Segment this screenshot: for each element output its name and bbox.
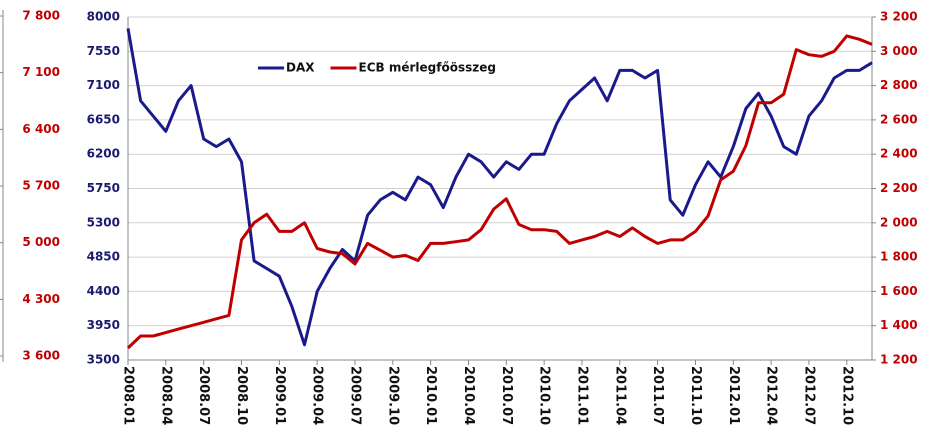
x-tick-label: 2011.01 <box>574 366 589 425</box>
side-tick-label: 4 300 <box>22 292 60 306</box>
y2-tick-label: 1 200 <box>880 353 918 367</box>
x-tick-label: 2012.10 <box>839 366 854 425</box>
y2-tick-label: 2 600 <box>880 112 918 126</box>
x-tick-label: 2008.10 <box>234 366 249 425</box>
y2-tick-label: 2 200 <box>880 181 918 195</box>
y2-tick-label: 3 200 <box>880 10 918 24</box>
side-tick-label: 5 700 <box>22 179 60 193</box>
x-tick-label: 2011.10 <box>688 366 703 425</box>
y-tick-label: 4850 <box>87 250 120 264</box>
x-tick-label: 2012.04 <box>764 366 779 425</box>
y-tick-label: 8000 <box>87 10 120 24</box>
series-line <box>126 28 873 347</box>
x-tick-label: 2009.04 <box>310 366 325 425</box>
side-tick-label: 7 800 <box>22 9 60 23</box>
x-tick-label: 2011.07 <box>650 366 665 425</box>
x-tick-label: 2010.04 <box>461 366 476 425</box>
y2-tick-label: 2 800 <box>880 78 918 92</box>
y-tick-label: 7550 <box>87 44 120 58</box>
y-tick-label: 6650 <box>87 112 120 126</box>
x-tick-label: 2008.04 <box>158 366 173 425</box>
y2-tick-label: 1 800 <box>880 250 918 264</box>
y-tick-label: 6200 <box>87 147 120 161</box>
y2-tick-label: 1 600 <box>880 284 918 298</box>
y2-tick-label: 2 400 <box>880 147 918 161</box>
x-tick-label: 2008.01 <box>121 366 136 425</box>
x-tick-label: 2008.07 <box>196 366 211 425</box>
y-tick-label: 3950 <box>87 318 120 332</box>
x-tick-label: 2012.01 <box>726 366 741 425</box>
y2-tick-label: 3 000 <box>880 44 918 58</box>
side-tick-label: 5 000 <box>22 235 60 249</box>
x-tick-label: 2010.07 <box>499 366 514 425</box>
side-tick-label: 6 400 <box>22 122 60 136</box>
y2-tick-label: 2 000 <box>880 215 918 229</box>
side-tick-label: 7 100 <box>22 65 60 79</box>
x-tick-label: 2011.04 <box>612 366 627 425</box>
x-tick-label: 2010.10 <box>537 366 552 425</box>
x-tick-label: 2009.07 <box>347 366 362 425</box>
y2-tick-label: 1 400 <box>880 318 918 332</box>
series-line <box>126 34 873 350</box>
y-tick-label: 5300 <box>87 215 120 229</box>
x-tick-label: 2012.07 <box>801 366 816 425</box>
legend-label: ECB mérlegfőösszeg <box>359 61 496 75</box>
side-tick-label: 3 600 <box>22 349 60 363</box>
y-tick-label: 5750 <box>87 181 120 195</box>
y-tick-label: 4400 <box>87 284 120 298</box>
x-tick-label: 2009.01 <box>272 366 287 425</box>
y-tick-label: 7100 <box>87 78 120 92</box>
y-tick-label: 3500 <box>87 353 120 367</box>
x-tick-label: 2010.01 <box>423 366 438 425</box>
x-tick-label: 2009.10 <box>385 366 400 425</box>
legend-label: DAX <box>286 61 315 75</box>
